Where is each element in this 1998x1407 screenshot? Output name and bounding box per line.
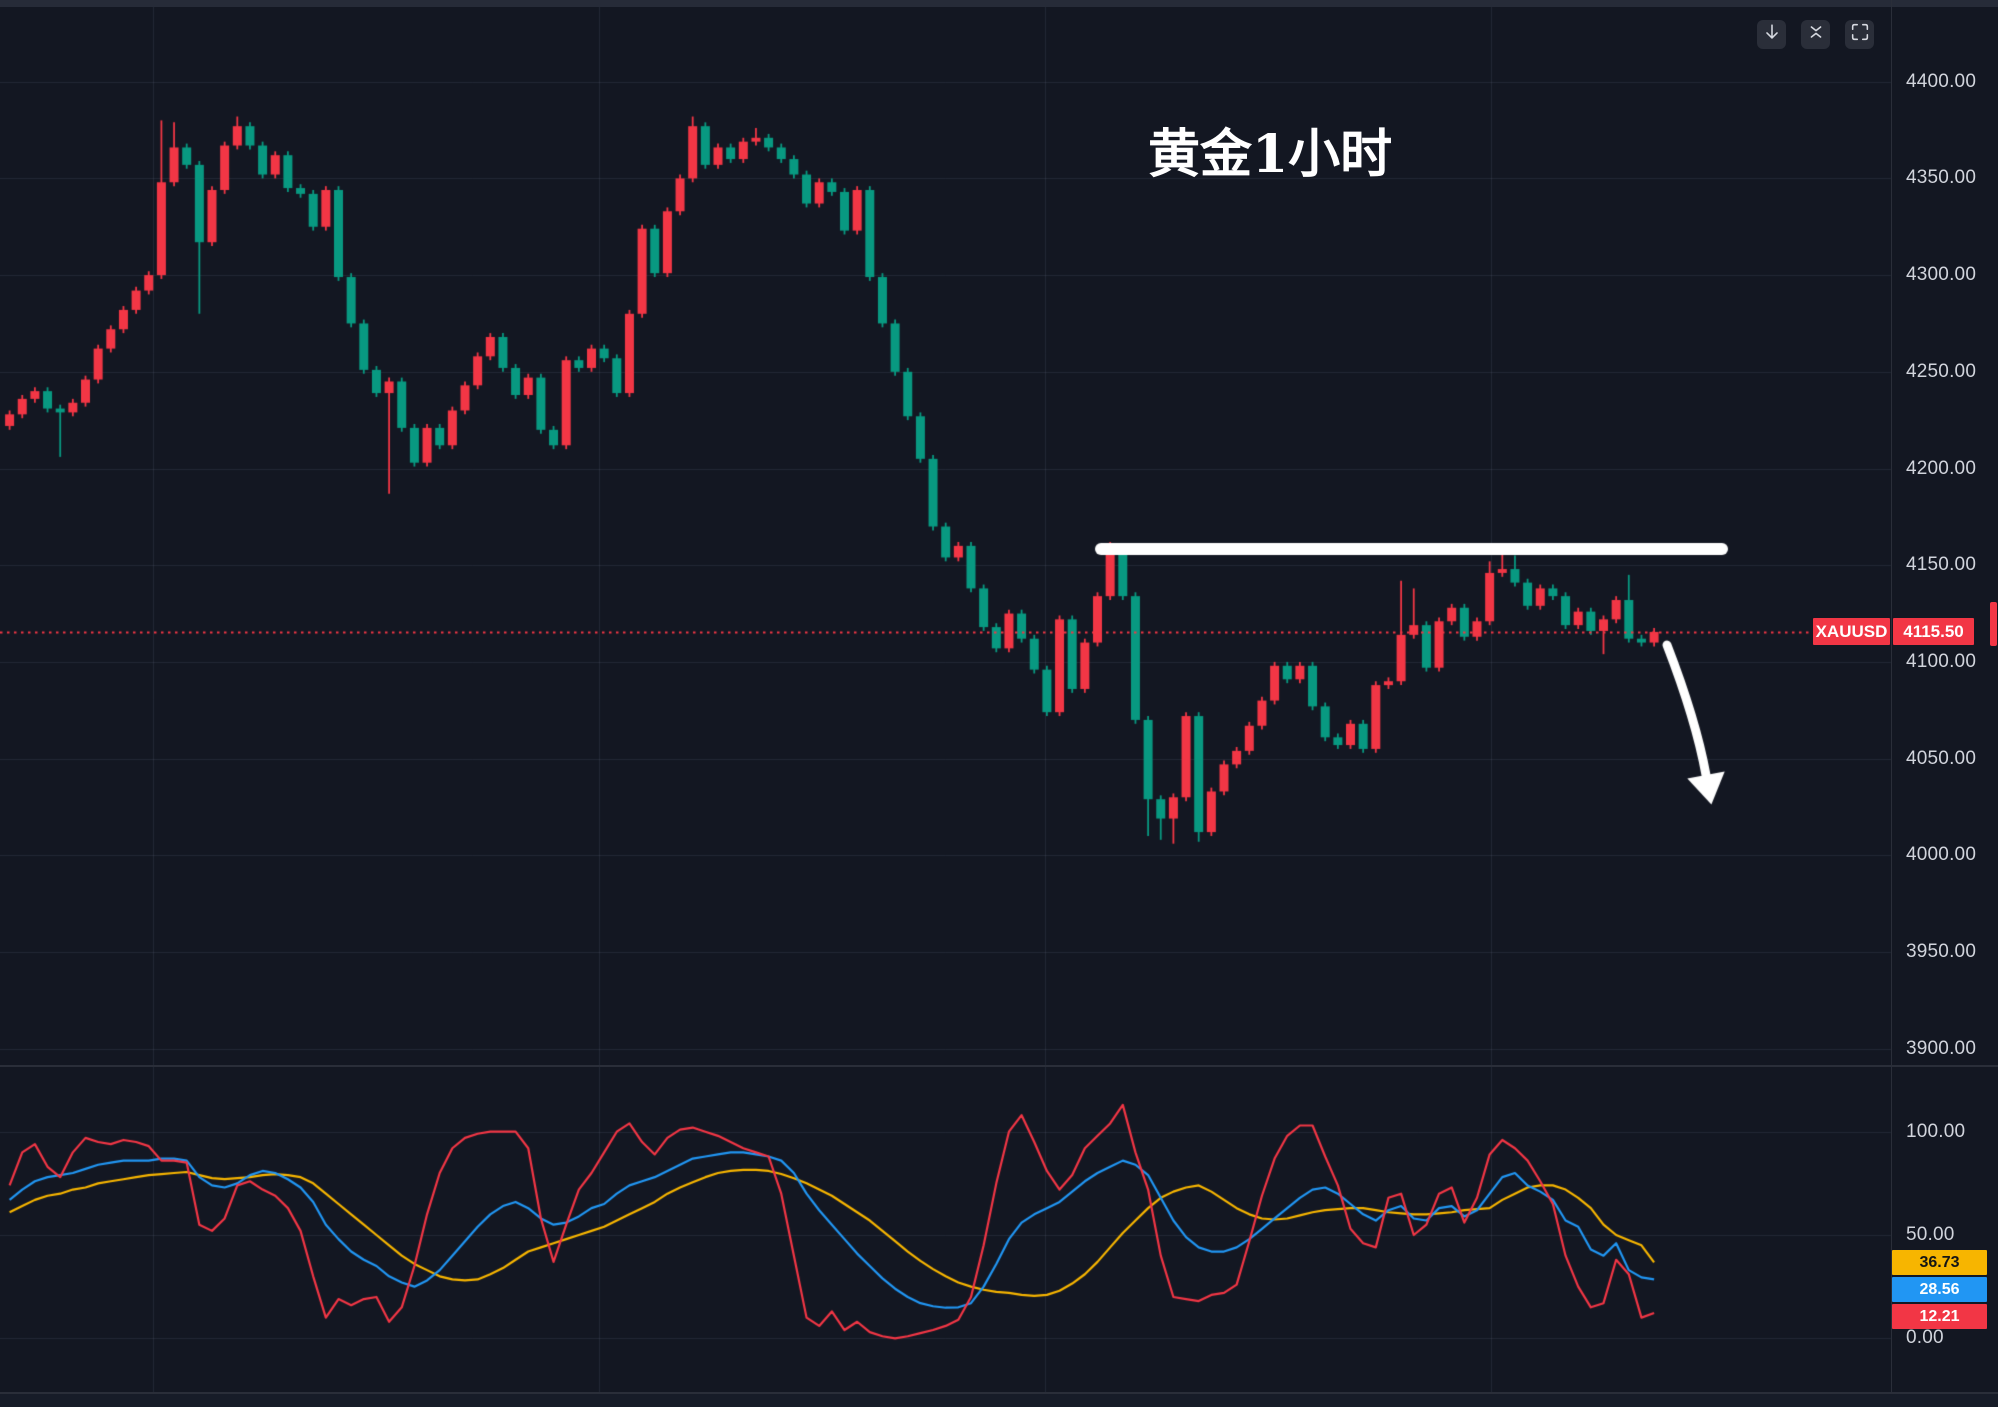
time-axis-divider (0, 1392, 1998, 1394)
price-axis-label: 4150.00 (1906, 554, 1977, 576)
price-axis-label: 4200.00 (1906, 457, 1977, 479)
top-strip (0, 0, 1998, 7)
scrollbar-price-marker (1990, 602, 1997, 646)
kdj-k-value-badge: 28.56 (1892, 1277, 1987, 1302)
indicator-axis-label: 0.00 (1906, 1327, 1944, 1349)
pane-divider[interactable] (0, 1065, 1998, 1067)
price-axis-label: 4050.00 (1906, 747, 1977, 769)
pane-down-button[interactable] (1757, 20, 1786, 49)
time-axis-bar[interactable] (0, 1394, 1998, 1407)
indicator-axis-label: 50.00 (1906, 1224, 1955, 1245)
last-price-label: 4115.50 (1893, 618, 1974, 645)
collapse-icon (1805, 21, 1827, 48)
price-axis-label: 4000.00 (1906, 844, 1977, 866)
price-axis-label: 3900.00 (1906, 1037, 1977, 1059)
price-axis-label: 4400.00 (1906, 70, 1977, 92)
price-scale-border (1891, 0, 1892, 1407)
collapse-pane-button[interactable] (1801, 20, 1830, 49)
kdj-j-value-badge: 12.21 (1892, 1304, 1987, 1329)
price-axis-label: 4350.00 (1906, 167, 1977, 189)
fullscreen-icon (1849, 21, 1871, 48)
kdj-d-value-badge: 36.73 (1892, 1250, 1987, 1275)
chart-title-annotation: 黄金1小时 (1148, 124, 1393, 185)
arrow-down-icon (1761, 21, 1783, 48)
price-axis-label: 3950.00 (1906, 941, 1977, 962)
maximize-pane-button[interactable] (1845, 20, 1874, 49)
price-axis-label: 4300.00 (1906, 264, 1977, 286)
symbol-price-label: XAUUSD (1813, 618, 1890, 645)
indicator-axis-label: 100.00 (1906, 1120, 1966, 1142)
price-axis-label: 4250.00 (1906, 360, 1977, 382)
price-axis-label: 4100.00 (1906, 650, 1977, 672)
